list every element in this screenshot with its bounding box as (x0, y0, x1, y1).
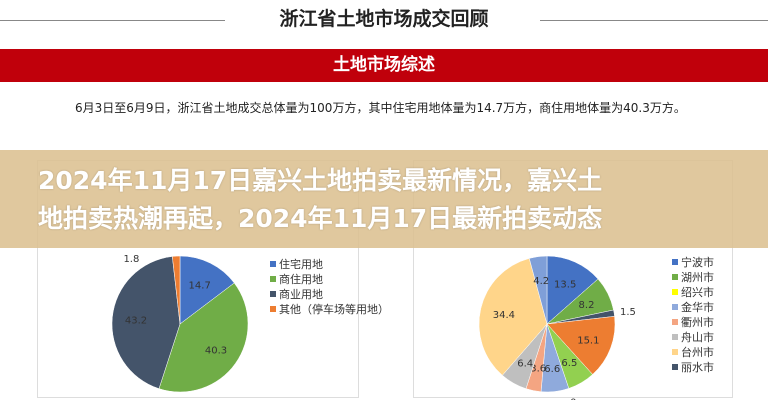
data-label: 43.2 (125, 316, 147, 327)
legend-swatch (672, 289, 678, 295)
legend-item: 金华市 (681, 300, 714, 314)
data-label: 6.4 (517, 358, 533, 369)
data-label: 14.7 (189, 280, 211, 291)
title-line-2: 地拍卖热潮再起，2024年11月17日最新拍卖动态 (38, 204, 603, 233)
section-banner: 土地市场综述 (0, 49, 768, 82)
data-label: 34.4 (493, 310, 515, 321)
pie-slice (179, 255, 235, 325)
divider (540, 20, 768, 21)
pie-slice (158, 282, 249, 393)
legend-swatch (270, 261, 276, 267)
legend-swatch (672, 349, 678, 355)
legend-swatch (672, 319, 678, 325)
pie-slice (528, 255, 548, 325)
data-label: 13.5 (554, 280, 576, 291)
pie-slice (478, 258, 548, 376)
legend-item: 宁波市 (681, 255, 714, 269)
legend-swatch (672, 274, 678, 280)
legend-item: 绍兴市 (681, 285, 714, 299)
pie-slice (172, 255, 181, 325)
legend-swatch (672, 364, 678, 370)
divider (0, 20, 225, 21)
data-label: 6.5 (561, 358, 577, 369)
data-label: 8.2 (579, 300, 595, 311)
summary-text: 6月3日至6月9日，浙江省土地成交总体量为100万方，其中住宅用地体量为14.7… (75, 101, 686, 115)
data-label: 1.8 (123, 254, 139, 265)
legend-item: 台州市 (681, 345, 714, 359)
legend-item: 商住用地 (279, 272, 323, 286)
data-label: 0 (570, 398, 576, 400)
legend-item: 商业用地 (279, 287, 323, 301)
pie-slice (111, 256, 181, 389)
pie-slice (546, 316, 616, 375)
article-title-overlay: 2024年11月17日嘉兴土地拍卖最新情况，嘉兴土 地拍卖热潮再起，2024年1… (0, 150, 768, 248)
legend-item: 衢州市 (681, 315, 714, 329)
data-label: 1.5 (620, 307, 636, 318)
legend-item: 舟山市 (681, 330, 714, 344)
data-label: 4.2 (533, 276, 549, 287)
legend-swatch (672, 334, 678, 340)
data-label: 3.6 (530, 363, 546, 374)
legend-swatch (270, 306, 276, 312)
data-label: 15.1 (577, 336, 599, 347)
legend-swatch (270, 276, 276, 282)
data-label: 40.3 (205, 346, 227, 357)
page-title: 浙江省土地市场成交回顾 (279, 8, 489, 30)
pie-slice (546, 255, 599, 325)
data-label: 6.6 (544, 364, 560, 375)
legend-item: 湖州市 (681, 270, 714, 284)
legend-item: 住宅用地 (279, 257, 323, 271)
legend-swatch (672, 304, 678, 310)
legend-item: 丽水市 (681, 360, 714, 374)
legend-swatch (672, 259, 678, 265)
title-line-1: 2024年11月17日嘉兴土地拍卖最新情况，嘉兴土 (38, 166, 603, 195)
legend-item: 其他（停车场等用地） (279, 302, 389, 316)
legend-swatch (270, 291, 276, 297)
